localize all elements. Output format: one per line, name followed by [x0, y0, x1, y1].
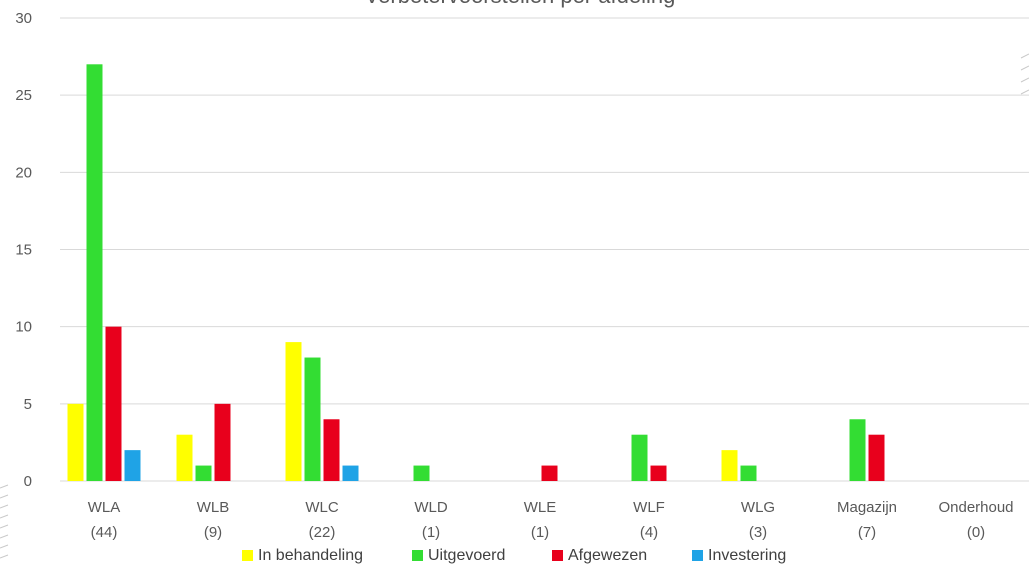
bar: [631, 434, 648, 481]
legend-label: Uitgevoerd: [428, 547, 505, 564]
y-tick-label: 0: [24, 473, 32, 490]
x-category-label: Magazijn: [837, 499, 897, 516]
legend-swatch: [692, 550, 703, 561]
bar: [323, 419, 340, 481]
bar: [413, 465, 430, 481]
legend-label: Afgewezen: [568, 547, 647, 564]
x-category-count: (0): [967, 524, 985, 541]
x-category-label: WLE: [524, 499, 557, 516]
x-category-label: WLF: [633, 499, 665, 516]
y-tick-label: 10: [15, 319, 32, 336]
bar: [124, 450, 141, 481]
bar: [67, 403, 84, 481]
x-category-count: (3): [749, 524, 767, 541]
bar: [86, 64, 103, 482]
bar: [195, 465, 212, 481]
legend-swatch: [412, 550, 423, 561]
y-tick-label: 20: [15, 164, 32, 181]
legend-label: In behandeling: [258, 547, 363, 564]
bar: [650, 465, 667, 481]
bar: [342, 465, 359, 481]
bars: [67, 64, 885, 482]
y-axis: 0 5 10 15 20 25 30: [15, 10, 32, 490]
y-tick-label: 5: [24, 396, 32, 413]
bar: [214, 403, 231, 481]
x-category-count: (7): [858, 524, 876, 541]
x-axis: WLA (44) WLB (9) WLC (22) WLD (1) WLE (1) WLF (4) WL…: [88, 499, 1014, 541]
x-category-label: Onderhoud: [938, 499, 1013, 516]
y-tick-label: 15: [15, 242, 32, 259]
x-category-count: (1): [422, 524, 440, 541]
x-category-count: (22): [309, 524, 336, 541]
x-category-label: WLA: [88, 499, 121, 516]
bar: [868, 434, 885, 481]
x-category-label: WLG: [741, 499, 775, 516]
y-tick-label: 30: [15, 10, 32, 27]
legend-swatch: [242, 550, 253, 561]
bar: [541, 465, 558, 481]
y-tick-label: 25: [15, 87, 32, 104]
x-category-count: (44): [91, 524, 118, 541]
chart-title: Verbetervoorstellen per afdeling: [365, 0, 676, 8]
x-category-label: WLC: [305, 499, 339, 516]
bar: [105, 326, 122, 481]
edge-decoration: [0, 53, 1029, 559]
bar: [740, 465, 757, 481]
x-category-count: (1): [531, 524, 549, 541]
gridlines: [60, 17, 1029, 482]
legend-swatch: [552, 550, 563, 561]
x-category-count: (9): [204, 524, 222, 541]
x-category-label: WLB: [197, 499, 230, 516]
bar: [285, 342, 302, 481]
bar: [721, 450, 738, 481]
bar: [176, 434, 193, 481]
legend-label: Investering: [708, 547, 786, 564]
bar: [304, 357, 321, 481]
legend: In behandeling Uitgevoerd Afgewezen Investe…: [242, 547, 786, 564]
x-category-label: WLD: [414, 499, 448, 516]
bar: [849, 419, 866, 481]
x-category-count: (4): [640, 524, 658, 541]
